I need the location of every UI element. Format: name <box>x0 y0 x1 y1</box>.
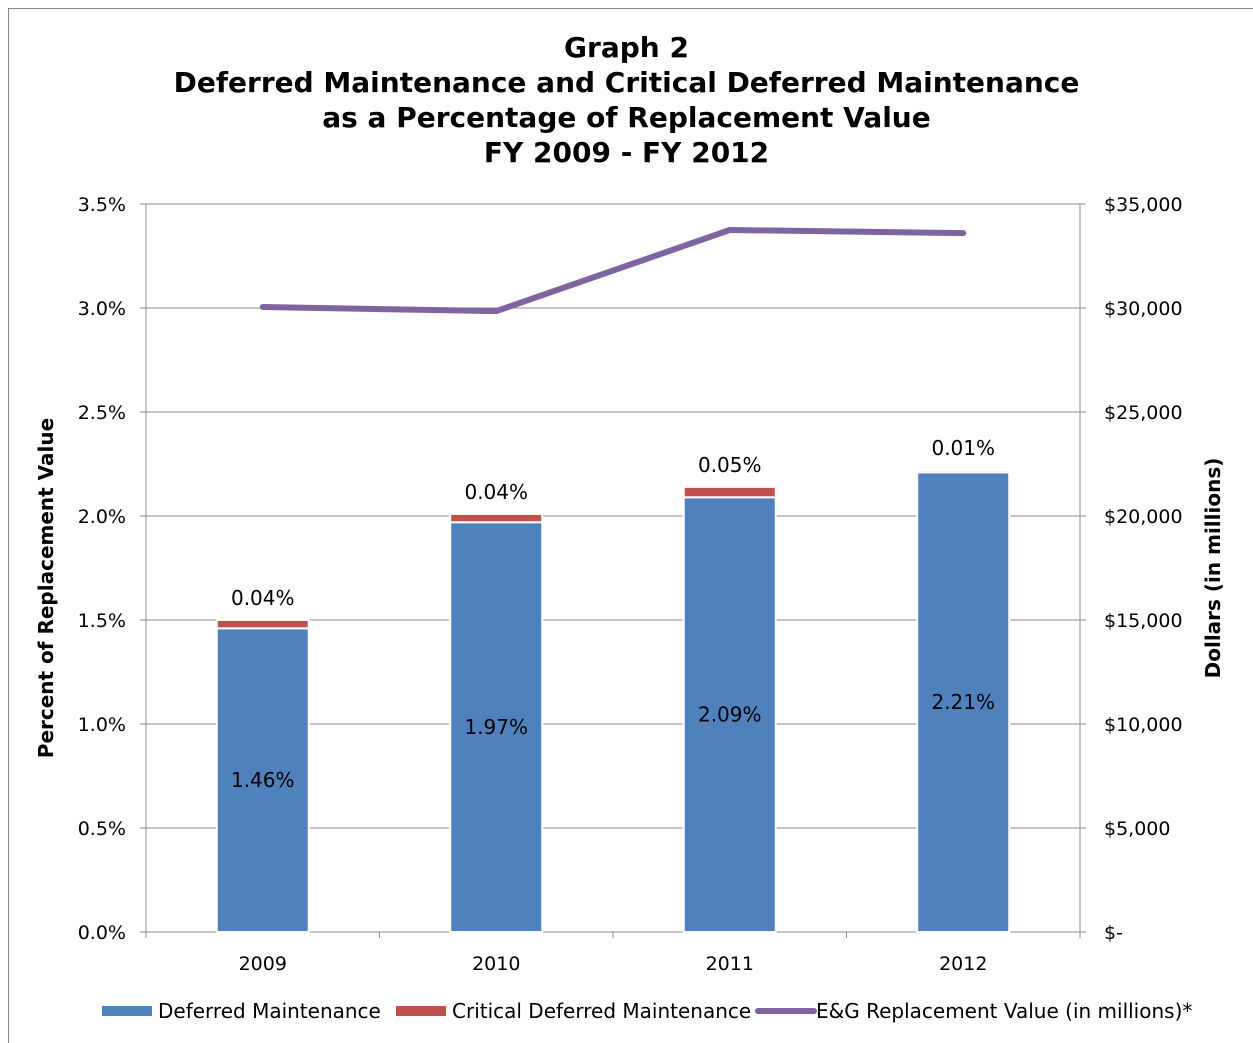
title-line-4: FY 2009 - FY 2012 <box>483 136 770 169</box>
y-left-tick-label: 2.5% <box>78 402 126 424</box>
y-right-tick-label: $- <box>1104 922 1123 944</box>
data-label-deferred-maintenance: 2.09% <box>698 703 762 727</box>
y-right-tick-label: $35,000 <box>1104 194 1183 216</box>
legend-item-deferred-maintenance-swatch <box>102 1006 152 1016</box>
chart-frame <box>8 8 1253 1043</box>
data-label-critical-deferred-maintenance: 0.04% <box>464 480 528 504</box>
y-left-tick-label: 0.5% <box>78 818 126 840</box>
data-label-deferred-maintenance: 2.21% <box>931 690 995 714</box>
data-label-critical-deferred-maintenance: 0.01% <box>931 436 995 460</box>
y-right-tick-label: $15,000 <box>1104 610 1183 632</box>
data-label-critical-deferred-maintenance: 0.05% <box>698 453 762 477</box>
y-right-tick-label: $10,000 <box>1104 714 1183 736</box>
y-right-tick-label: $30,000 <box>1104 298 1183 320</box>
legend-item-critical-deferred-maintenance-swatch <box>396 1006 446 1016</box>
data-label-deferred-maintenance: 1.46% <box>231 768 295 792</box>
y-left-tick-label: 0.0% <box>78 922 126 944</box>
title-line-3: as a Percentage of Replacement Value <box>322 101 931 134</box>
y-left-tick-label: 1.5% <box>78 610 126 632</box>
bar-critical-deferred-maintenance <box>215 619 310 630</box>
x-tick-label: 2012 <box>939 953 987 975</box>
x-tick-label: 2009 <box>239 953 287 975</box>
title-line-1: Graph 2 <box>564 31 689 64</box>
legend-item-deferred-maintenance-label: Deferred Maintenance <box>158 999 381 1023</box>
x-tick-label: 2011 <box>706 953 754 975</box>
y-right-tick-label: $5,000 <box>1104 818 1170 840</box>
x-tick-label: 2010 <box>472 953 520 975</box>
bar-deferred-maintenance <box>916 471 1011 933</box>
y-left-axis-title: Percent of Replacement Value <box>34 418 58 758</box>
data-label-critical-deferred-maintenance: 0.04% <box>231 586 295 610</box>
legend-item-replacement-value-label: E&G Replacement Value (in millions)* <box>816 999 1192 1023</box>
bar-deferred-maintenance <box>682 496 777 933</box>
legend-item-critical-deferred-maintenance-label: Critical Deferred Maintenance <box>452 999 751 1023</box>
chart-title: Graph 2 Deferred Maintenance and Critica… <box>0 30 1253 170</box>
y-right-tick-label: $20,000 <box>1104 506 1183 528</box>
y-left-tick-label: 3.0% <box>78 298 126 320</box>
bar-deferred-maintenance <box>449 521 544 933</box>
y-left-tick-label: 2.0% <box>78 506 126 528</box>
y-right-tick-label: $25,000 <box>1104 402 1183 424</box>
title-line-2: Deferred Maintenance and Critical Deferr… <box>173 66 1080 99</box>
y-left-tick-label: 3.5% <box>78 194 126 216</box>
bar-critical-deferred-maintenance <box>449 512 544 524</box>
bar-critical-deferred-maintenance <box>916 469 1011 474</box>
bar-critical-deferred-maintenance <box>682 485 777 499</box>
data-label-deferred-maintenance: 1.97% <box>464 715 528 739</box>
y-right-axis-title: Dollars (in millions) <box>1201 458 1225 679</box>
line-replacement-value <box>259 227 967 315</box>
y-left-tick-label: 1.0% <box>78 714 126 736</box>
